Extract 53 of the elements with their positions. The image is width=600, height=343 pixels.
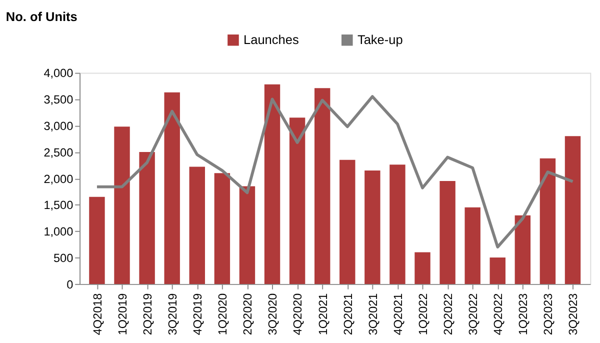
bar xyxy=(390,164,406,284)
x-tick-label: 4Q2022 xyxy=(492,293,506,336)
x-tick-label: 1Q2019 xyxy=(116,293,130,336)
x-tick-label: 2Q2022 xyxy=(442,293,455,336)
y-axis-title: No. of Units xyxy=(6,8,78,24)
x-tick-label: 3Q2023 xyxy=(567,292,580,336)
bar xyxy=(139,152,155,284)
x-tick-label: 2Q2020 xyxy=(242,292,255,336)
bar xyxy=(264,84,280,284)
y-tick-label: 0 xyxy=(66,278,74,292)
x-tick-label: 1Q2020 xyxy=(216,292,230,336)
bar xyxy=(364,170,380,284)
bar xyxy=(490,258,506,284)
x-tick-label: 2Q2023 xyxy=(542,292,556,336)
legend-label: Launches xyxy=(244,32,299,48)
bar xyxy=(189,166,205,284)
bar xyxy=(214,173,230,284)
bar xyxy=(239,186,256,284)
bar xyxy=(289,118,306,284)
y-tick-label: 2,500 xyxy=(44,146,74,160)
legend-label: Take-up xyxy=(357,32,403,48)
x-tick-label: 1Q2023 xyxy=(517,292,530,336)
x-tick-label: 3Q2021 xyxy=(366,293,380,336)
bar xyxy=(114,126,130,284)
y-tick-label: 3,500 xyxy=(44,94,74,107)
bar xyxy=(414,252,430,284)
bar xyxy=(514,215,531,284)
y-tick-label: 4,000 xyxy=(44,67,74,80)
bar xyxy=(164,92,180,284)
x-tick-label: 4Q2021 xyxy=(392,293,405,336)
y-tick-label: 3,000 xyxy=(44,120,74,134)
bar xyxy=(540,158,556,284)
x-tick-label: 4Q2020 xyxy=(292,292,305,336)
bar xyxy=(564,136,581,284)
x-tick-label: 3Q2022 xyxy=(467,293,480,336)
bar xyxy=(440,181,456,284)
x-tick-label: 3Q2019 xyxy=(166,293,180,336)
y-tick-label: 1,500 xyxy=(44,199,74,212)
x-tick-label: 1Q2021 xyxy=(316,293,330,336)
bar xyxy=(340,160,356,284)
x-tick-label: 2Q2021 xyxy=(342,293,355,336)
bar xyxy=(464,207,480,284)
x-tick-label: 2Q2019 xyxy=(141,293,154,336)
x-tick-label: 4Q2018 xyxy=(91,292,104,336)
bar xyxy=(314,88,330,284)
bar xyxy=(89,196,105,284)
x-tick-label: 3Q2020 xyxy=(266,292,280,336)
y-tick-label: 2,000 xyxy=(44,172,74,186)
x-tick-label: 1Q2022 xyxy=(416,293,430,336)
x-tick-label: 4Q2019 xyxy=(192,293,205,336)
line-series xyxy=(95,95,574,248)
y-tick-label: 1,000 xyxy=(44,226,74,239)
y-tick-label: 500 xyxy=(54,252,74,265)
